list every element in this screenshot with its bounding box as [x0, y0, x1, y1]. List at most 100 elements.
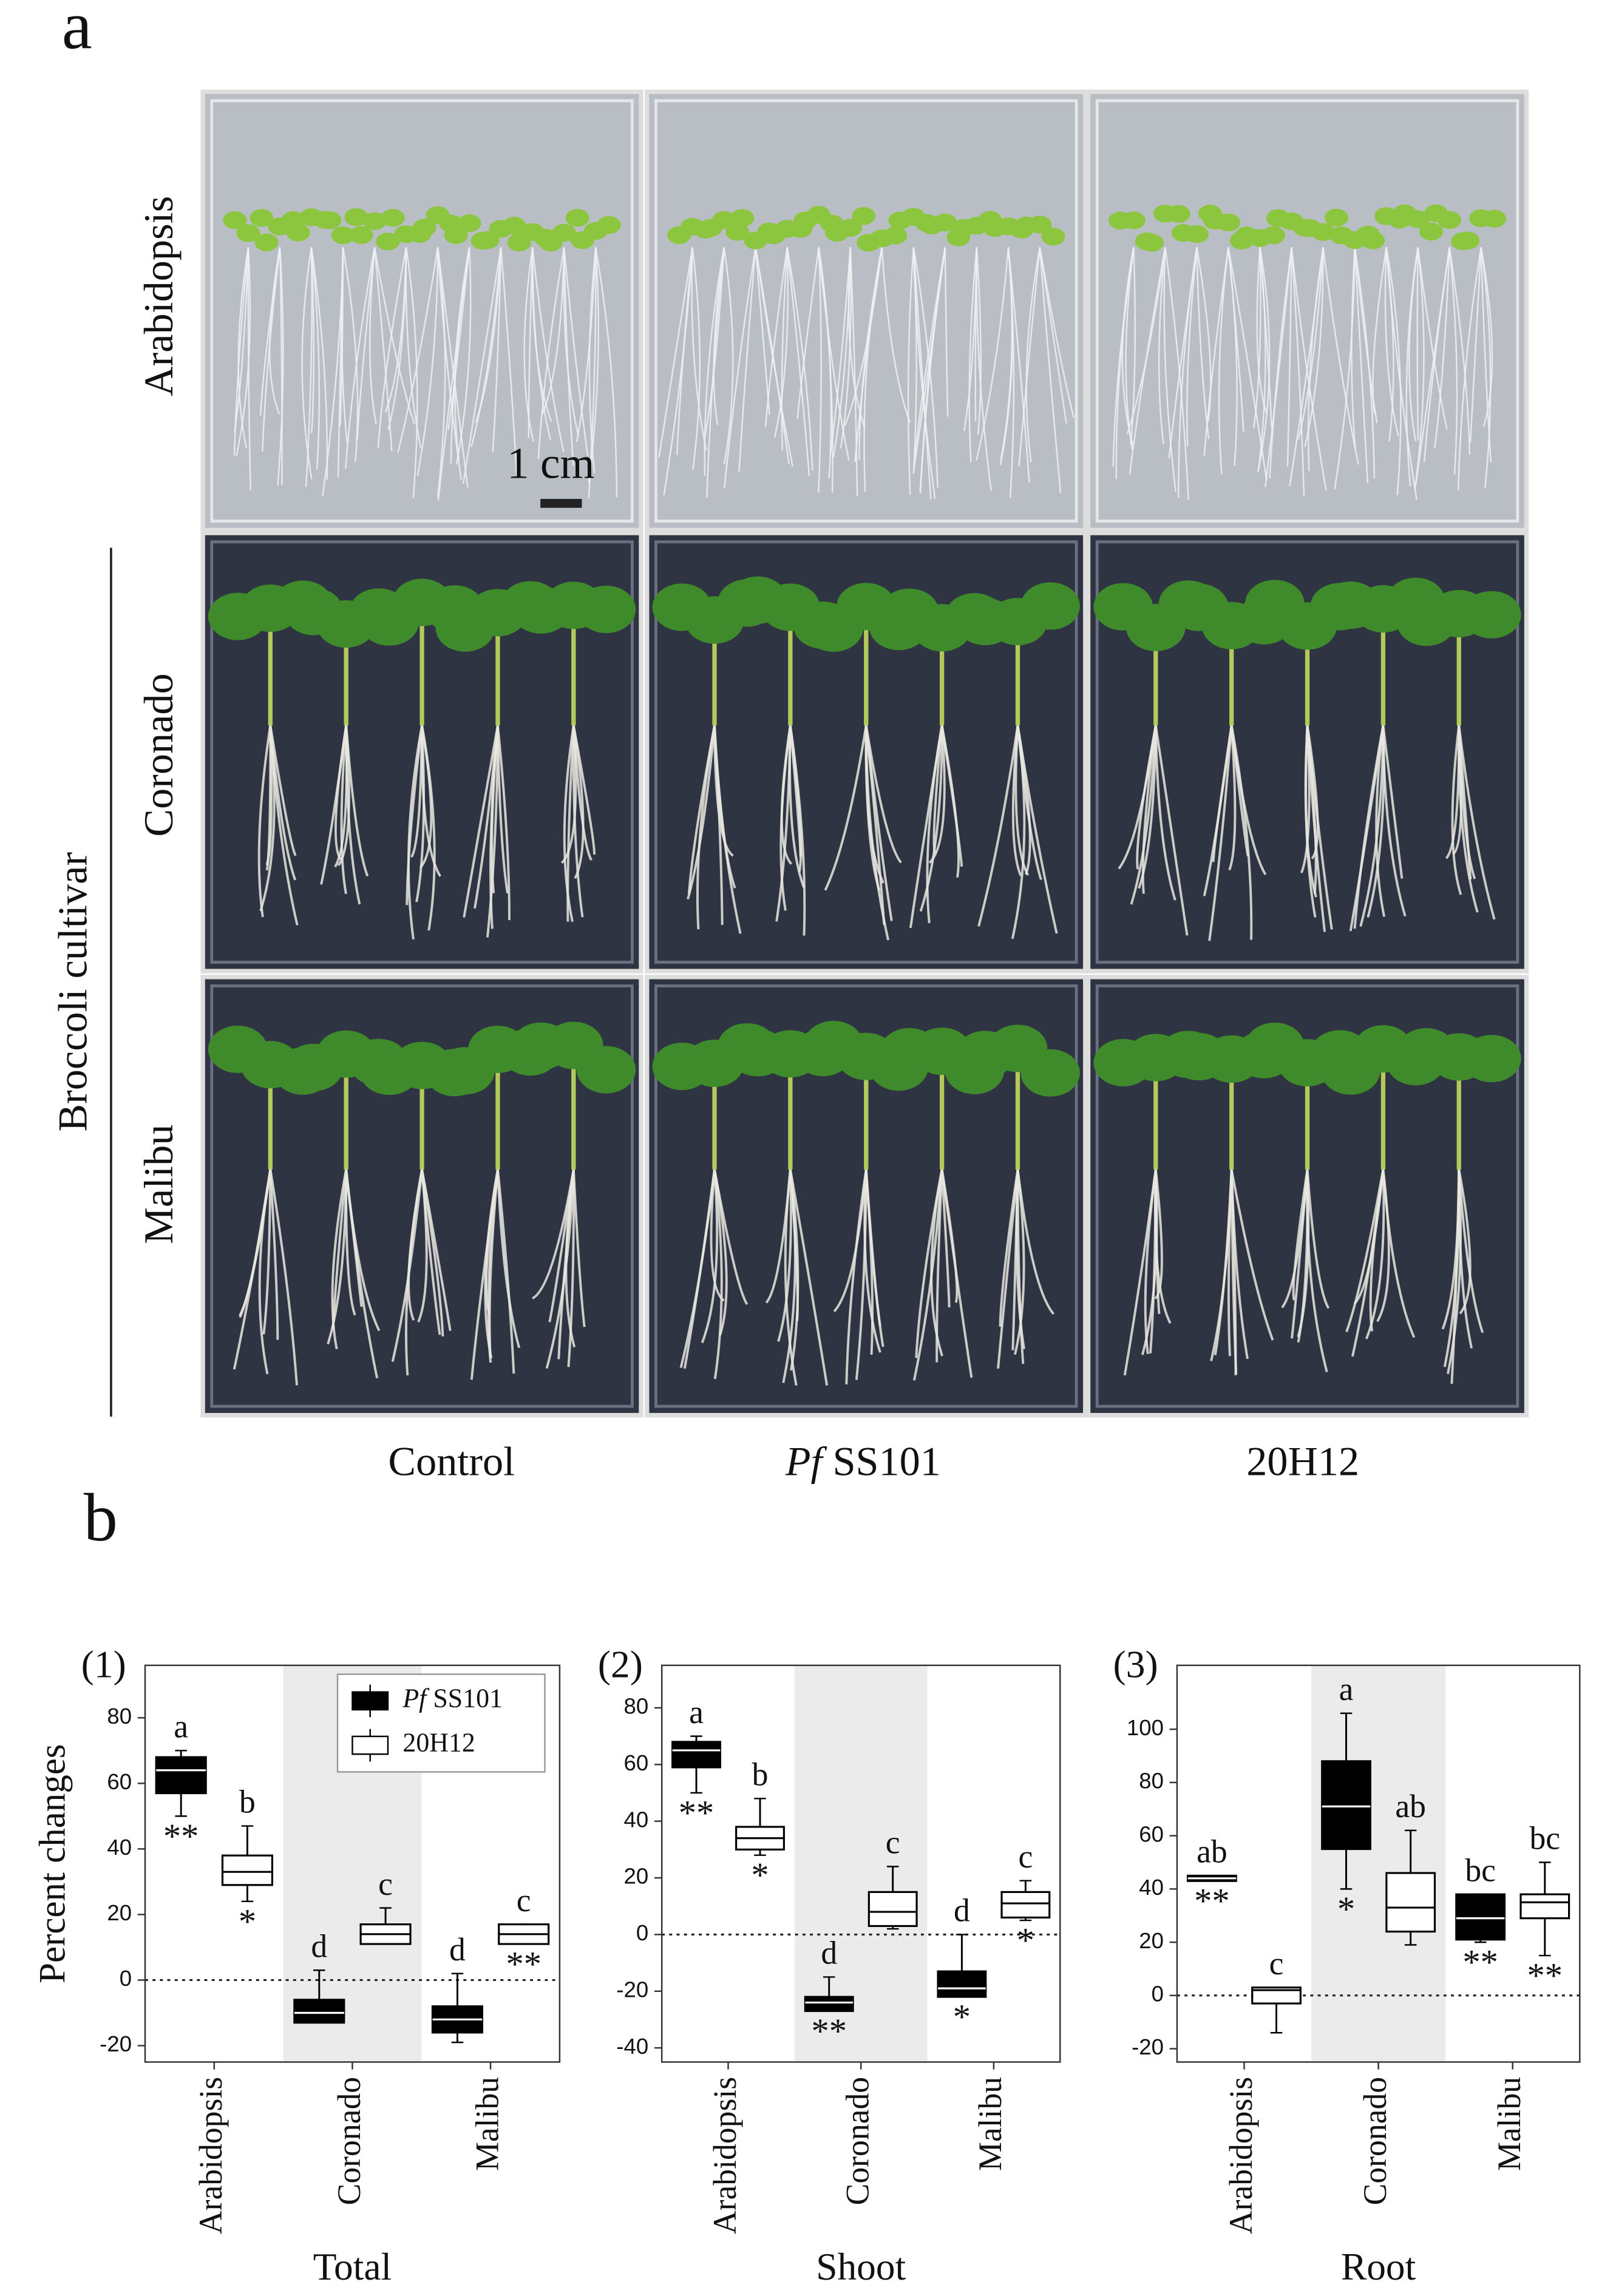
- root: [345, 247, 376, 469]
- root: [932, 725, 943, 854]
- root: [1256, 247, 1268, 413]
- root: [1349, 725, 1385, 932]
- root: [1208, 725, 1233, 941]
- chart-title: (3): [1113, 1642, 1158, 1685]
- root: [1286, 247, 1292, 467]
- photo-grid: [200, 89, 1529, 1418]
- root: [236, 247, 251, 456]
- leaf: [1311, 223, 1336, 241]
- y-tick-label: 40: [107, 1835, 132, 1860]
- root: [488, 1169, 499, 1358]
- root: [658, 247, 693, 458]
- root: [1257, 247, 1271, 473]
- leaf: [1462, 1035, 1521, 1083]
- root: [881, 247, 911, 423]
- leaf: [730, 209, 755, 227]
- y-tick-label: 60: [107, 1769, 132, 1794]
- group-letter: ab: [1395, 1788, 1426, 1824]
- root: [1025, 247, 1041, 462]
- row-label: Coronado: [135, 673, 182, 836]
- leaf: [838, 218, 863, 237]
- root: [301, 247, 313, 479]
- root: [345, 1169, 379, 1379]
- leaf: [565, 209, 589, 227]
- root: [999, 1169, 1019, 1327]
- root: [563, 247, 580, 437]
- panel-label: a: [62, 0, 92, 64]
- root: [1291, 1169, 1309, 1339]
- y-tick-label: 60: [1139, 1821, 1164, 1846]
- leaf: [223, 211, 247, 229]
- root: [1018, 247, 1041, 467]
- box: [937, 1970, 987, 1998]
- root: [1158, 247, 1166, 444]
- leaf: [376, 232, 400, 251]
- box: [671, 1741, 721, 1769]
- group-letter: b: [752, 1756, 769, 1792]
- y-tick-label: 60: [624, 1750, 649, 1775]
- root: [406, 725, 424, 906]
- root: [391, 1169, 424, 1362]
- root: [1011, 725, 1022, 876]
- plate-inner: [654, 540, 1078, 964]
- root: [345, 1169, 356, 1316]
- plate-inner: [1095, 99, 1519, 523]
- root: [713, 1169, 723, 1380]
- root: [789, 725, 806, 889]
- legend-box: [336, 1673, 546, 1773]
- root: [781, 247, 788, 450]
- root: [777, 1169, 792, 1342]
- chart-title: (1): [81, 1642, 126, 1685]
- root: [595, 247, 618, 498]
- root: [713, 725, 736, 889]
- root: [926, 725, 943, 924]
- root: [310, 247, 315, 433]
- root: [755, 247, 790, 464]
- root: [1230, 1169, 1237, 1376]
- root: [1382, 725, 1407, 917]
- root: [269, 725, 297, 856]
- root: [377, 247, 407, 449]
- significance: **: [679, 1793, 715, 1832]
- root: [397, 247, 439, 453]
- root: [1016, 725, 1042, 881]
- root: [940, 1169, 959, 1303]
- leaf: [1166, 205, 1190, 223]
- leaf: [250, 209, 274, 227]
- box: [1321, 1760, 1371, 1851]
- root: [1291, 247, 1327, 490]
- root: [818, 247, 850, 461]
- root: [265, 725, 273, 865]
- leaf: [1041, 228, 1065, 246]
- scale-bar: [540, 499, 582, 508]
- root: [935, 1169, 943, 1363]
- root: [1322, 247, 1359, 465]
- box: [804, 1996, 854, 2013]
- root: [454, 247, 470, 461]
- root: [407, 725, 424, 940]
- leaf: [1216, 213, 1240, 232]
- column-label: Pf SS101: [785, 1438, 941, 1484]
- root: [500, 247, 518, 477]
- root: [262, 247, 281, 452]
- root: [713, 247, 725, 425]
- leaf: [502, 217, 526, 235]
- scale-bar-label: 1 cm: [507, 439, 594, 488]
- leaf: [331, 226, 355, 245]
- row-label: Malibu: [135, 1125, 182, 1244]
- root: [1376, 1169, 1390, 1322]
- root: [484, 1169, 499, 1359]
- root: [976, 247, 992, 491]
- root: [1385, 247, 1402, 496]
- root: [691, 247, 701, 470]
- significance: **: [1527, 1956, 1563, 1996]
- plate: [1085, 89, 1529, 532]
- significance: **: [163, 1817, 199, 1856]
- root: [1441, 1169, 1461, 1330]
- root: [257, 725, 272, 918]
- x-axis-title: Shoot: [816, 2245, 906, 2288]
- root: [796, 247, 820, 419]
- significance: **: [506, 1945, 541, 1984]
- significance: *: [751, 1855, 769, 1895]
- leaf: [236, 224, 260, 242]
